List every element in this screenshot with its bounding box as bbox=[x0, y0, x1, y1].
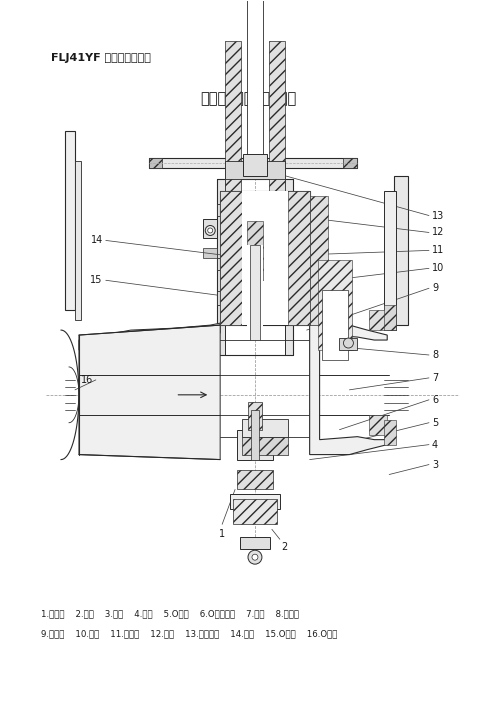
Polygon shape bbox=[79, 323, 220, 350]
Bar bbox=[242, 437, 288, 455]
Bar bbox=[230, 494, 280, 510]
Bar bbox=[75, 161, 81, 320]
Text: FLJ41YF 节流截止放空阀: FLJ41YF 节流截止放空阀 bbox=[51, 53, 151, 63]
Bar bbox=[220, 191, 310, 325]
Circle shape bbox=[208, 228, 213, 233]
Bar bbox=[243, 154, 267, 176]
Bar bbox=[370, 310, 387, 330]
Bar bbox=[384, 305, 396, 330]
Text: 14: 14 bbox=[91, 235, 103, 246]
Text: 9.阀芝套    10.阀盖    11.填料浵    12.阀杆    13.阀杆联母    14.手轮    15.O形圈    16.O形圈: 9.阀芝套 10.阀盖 11.填料浵 12.阀杆 13.阀杆联母 14.手轮 1… bbox=[41, 629, 338, 638]
Bar bbox=[217, 204, 293, 216]
Text: 13: 13 bbox=[432, 211, 444, 220]
Circle shape bbox=[343, 338, 354, 348]
Text: 11: 11 bbox=[432, 246, 444, 256]
Bar bbox=[240, 537, 270, 549]
Text: 16: 16 bbox=[81, 375, 93, 385]
Polygon shape bbox=[310, 325, 387, 455]
Bar bbox=[288, 191, 310, 325]
Bar bbox=[251, 410, 259, 460]
Bar bbox=[242, 418, 288, 437]
Bar bbox=[237, 430, 273, 460]
Circle shape bbox=[248, 550, 262, 564]
Bar bbox=[321, 290, 348, 360]
Bar bbox=[370, 415, 387, 435]
Bar bbox=[217, 291, 293, 305]
Bar bbox=[233, 499, 277, 524]
Bar bbox=[384, 191, 396, 330]
Bar bbox=[269, 41, 285, 196]
Bar bbox=[339, 338, 358, 350]
Circle shape bbox=[205, 225, 215, 235]
Bar bbox=[220, 191, 242, 325]
Bar bbox=[310, 196, 327, 325]
Bar bbox=[149, 158, 163, 168]
Circle shape bbox=[252, 161, 257, 166]
Text: 8: 8 bbox=[432, 350, 438, 360]
Bar bbox=[343, 158, 358, 168]
Bar bbox=[247, 0, 263, 171]
Text: 1.节流推    2.底盖    3.阀体    4.阀座    5.O形圈    6.O形密封圈    7.阀芝    8.消声套: 1.节流推 2.底盖 3.阀体 4.阀座 5.O形圈 6.O形密封圈 7.阀芝 … bbox=[41, 609, 299, 618]
Bar bbox=[65, 131, 75, 310]
Bar bbox=[225, 41, 241, 196]
Bar bbox=[317, 260, 353, 350]
Text: 12: 12 bbox=[432, 227, 444, 237]
Text: 5: 5 bbox=[432, 418, 438, 428]
Bar bbox=[248, 402, 262, 430]
Bar bbox=[217, 258, 293, 270]
Bar bbox=[384, 420, 396, 444]
Text: 节流截止放空阀结构简图: 节流截止放空阀结构简图 bbox=[200, 91, 296, 106]
Text: 1: 1 bbox=[219, 529, 225, 539]
Text: 4: 4 bbox=[432, 439, 438, 449]
Bar bbox=[250, 163, 260, 171]
Text: 3: 3 bbox=[432, 460, 438, 470]
Bar bbox=[242, 191, 288, 325]
Polygon shape bbox=[217, 179, 225, 355]
Text: 2: 2 bbox=[282, 542, 288, 552]
Bar bbox=[203, 249, 217, 258]
Text: 15: 15 bbox=[90, 275, 103, 285]
Bar bbox=[237, 470, 273, 489]
Polygon shape bbox=[79, 325, 220, 460]
Bar bbox=[225, 161, 285, 179]
Circle shape bbox=[252, 554, 258, 560]
Polygon shape bbox=[285, 179, 293, 355]
Text: 7: 7 bbox=[432, 373, 438, 383]
Text: 6: 6 bbox=[432, 395, 438, 405]
Bar bbox=[394, 176, 408, 325]
Bar bbox=[203, 218, 217, 239]
Bar bbox=[247, 246, 263, 340]
Bar bbox=[247, 220, 263, 280]
Polygon shape bbox=[149, 158, 358, 168]
Text: 9: 9 bbox=[432, 283, 438, 293]
Bar bbox=[250, 246, 260, 340]
Text: 10: 10 bbox=[432, 263, 444, 273]
